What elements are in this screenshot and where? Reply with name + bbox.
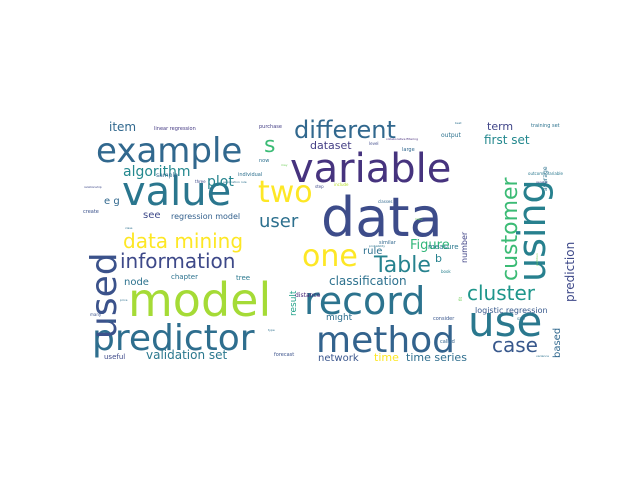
word-cluster: cluster bbox=[467, 281, 536, 305]
word-based: based bbox=[552, 328, 563, 358]
word-algorithm: algorithm bbox=[123, 164, 191, 180]
word-cell: cell bbox=[244, 330, 249, 334]
word-average: average bbox=[542, 166, 549, 191]
word-predictor: predictor bbox=[92, 318, 255, 359]
word-fit: fit bbox=[458, 296, 463, 301]
word-sale: sale bbox=[517, 316, 526, 321]
word-b: b bbox=[435, 252, 442, 265]
word-rule: rule bbox=[363, 246, 382, 257]
word-include: include bbox=[334, 182, 349, 187]
word-consider: consider bbox=[433, 316, 455, 322]
word-type: type bbox=[268, 328, 275, 332]
word-three: three bbox=[195, 179, 206, 184]
word-two: two bbox=[258, 175, 313, 210]
word-collaborative-filtering: collaborative filtering bbox=[386, 137, 418, 141]
word-user: user bbox=[259, 211, 299, 232]
word-training-set: training set bbox=[531, 123, 560, 129]
word-customer: customer bbox=[498, 176, 523, 281]
word-called: called bbox=[440, 339, 455, 345]
word-number: number bbox=[460, 231, 469, 263]
word-output: output bbox=[441, 132, 461, 139]
word-level: level bbox=[369, 141, 379, 146]
word-using: using bbox=[510, 179, 554, 282]
word-general: general bbox=[536, 180, 548, 184]
word-now: now bbox=[259, 158, 269, 164]
word-distance: distance bbox=[295, 292, 321, 299]
word-case: case bbox=[492, 333, 538, 357]
word-chapter: chapter bbox=[171, 273, 198, 281]
word-validation-set: validation set bbox=[146, 348, 228, 362]
word-use: use bbox=[468, 297, 542, 346]
word-measure: measure bbox=[428, 243, 459, 251]
word-s: s bbox=[264, 133, 275, 158]
word-cloud-words: data model record variable value predictor exa… bbox=[83, 116, 577, 364]
word-forecast: forecast bbox=[274, 352, 294, 358]
word-class: class bbox=[125, 226, 133, 230]
word-variance: variance bbox=[536, 354, 549, 358]
word-sample: sample bbox=[156, 172, 178, 179]
word-figure: Figure bbox=[410, 238, 450, 253]
word-different: different bbox=[294, 116, 396, 144]
word-outcome-variable: outcome variable bbox=[528, 171, 564, 176]
word-individual: individual bbox=[238, 172, 262, 178]
word-best: best bbox=[455, 121, 462, 125]
word-result: result bbox=[289, 290, 299, 316]
word-classes: classes bbox=[378, 199, 392, 204]
word-linear-regression: linear regression bbox=[154, 126, 196, 132]
word-many: many bbox=[90, 312, 102, 317]
word-network: network bbox=[318, 353, 359, 364]
word-create: create bbox=[83, 209, 99, 215]
word-relationship: relationship bbox=[84, 185, 102, 189]
word-price: price bbox=[120, 298, 128, 302]
word-plot: plot bbox=[207, 174, 234, 190]
word-information: information bbox=[120, 249, 235, 273]
word-might: might bbox=[326, 313, 353, 323]
word-model: model bbox=[128, 273, 271, 327]
word-may: may bbox=[281, 163, 288, 167]
word-node: node bbox=[124, 277, 149, 288]
word-lowly: lowly bbox=[415, 217, 423, 221]
word-variable: variable bbox=[290, 146, 451, 192]
word-regression-model: regression model bbox=[171, 212, 240, 221]
word-time: time bbox=[374, 351, 399, 364]
word-data: data bbox=[321, 186, 443, 249]
word-time-series: time series bbox=[406, 351, 467, 364]
word-need: need bbox=[106, 319, 114, 323]
word-see: see bbox=[143, 210, 161, 221]
word-one: one bbox=[302, 239, 358, 274]
word-data-mining: data mining bbox=[123, 229, 243, 253]
word-partition: partition bbox=[535, 253, 539, 266]
word-example: example bbox=[96, 131, 242, 171]
word-method: method bbox=[316, 320, 455, 361]
word-useful: useful bbox=[104, 353, 125, 361]
word-purchase: purchase bbox=[259, 124, 282, 130]
word-value: value bbox=[122, 169, 231, 215]
word-prediction: prediction bbox=[563, 242, 577, 302]
word-used: used bbox=[84, 252, 125, 339]
word-similar: similar bbox=[379, 240, 397, 246]
word-record: record bbox=[304, 279, 425, 323]
word-step: step bbox=[315, 184, 324, 189]
word-table: Table bbox=[373, 253, 431, 278]
word-tree: tree bbox=[236, 274, 250, 282]
word-book: book bbox=[441, 269, 451, 274]
word-dataset: dataset bbox=[310, 139, 352, 152]
word-item: item bbox=[109, 120, 136, 134]
word-large: large bbox=[402, 147, 415, 153]
word-classification: classification bbox=[329, 274, 407, 288]
word-association-rule: association rule bbox=[223, 180, 247, 184]
word-probability: probability bbox=[369, 244, 385, 248]
word-term: term bbox=[487, 120, 513, 133]
word-logistic-regression: logistic regression bbox=[475, 306, 548, 315]
word-e-g: e g bbox=[104, 196, 120, 207]
word-first-set: first set bbox=[484, 133, 530, 147]
